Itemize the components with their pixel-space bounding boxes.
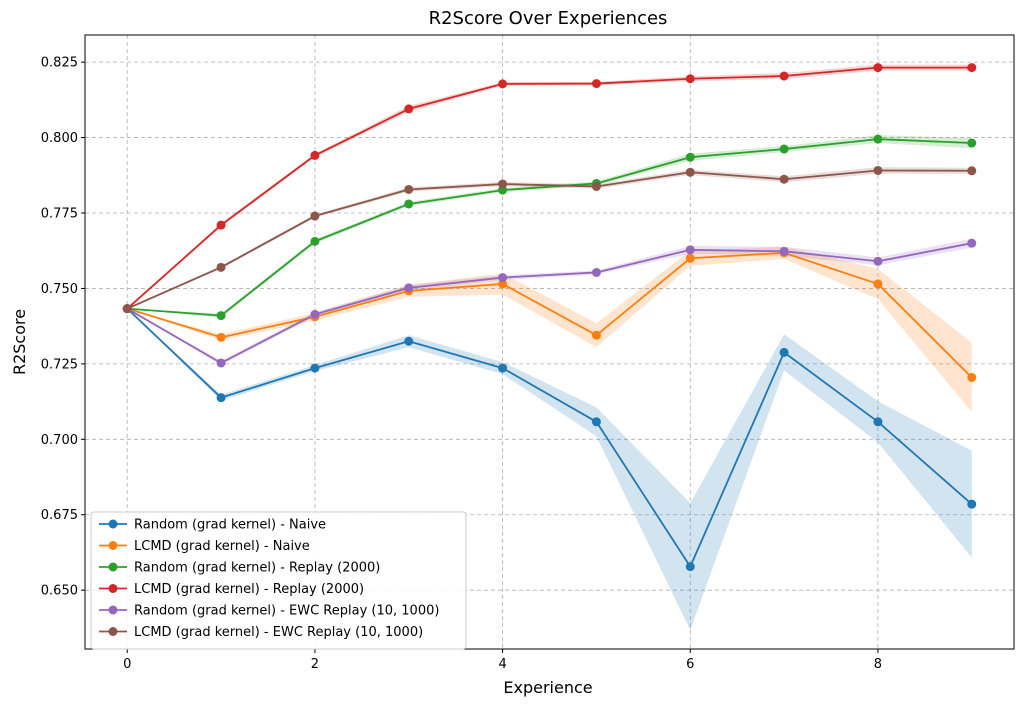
data-point: [310, 309, 320, 319]
data-point: [498, 79, 508, 89]
data-point: [591, 417, 601, 427]
legend-box: [90, 511, 467, 650]
legend-label: LCMD (grad kernel) - Naive: [134, 539, 310, 554]
data-point: [685, 253, 695, 263]
legend-label: Random (grad kernel) - Replay (2000): [134, 561, 380, 576]
data-point: [779, 144, 789, 154]
series-lines: [126, 66, 973, 568]
data-point: [779, 71, 789, 81]
data-point: [779, 347, 789, 357]
data-point: [310, 236, 320, 246]
data-point: [967, 238, 977, 248]
data-point: [685, 245, 695, 255]
data-point: [404, 199, 414, 209]
y-tick-label: 0.700: [41, 433, 78, 448]
data-point: [967, 166, 977, 176]
data-point: [498, 363, 508, 373]
data-point: [216, 311, 226, 321]
legend-swatch-marker: [108, 562, 118, 572]
legend: Random (grad kernel) - Naive LCMD (grad k…: [90, 511, 467, 650]
data-point: [498, 273, 508, 283]
y-tick-label: 0.825: [41, 56, 78, 71]
data-point: [310, 150, 320, 160]
series-line-4: [126, 242, 972, 364]
data-point: [685, 167, 695, 177]
legend-label: Random (grad kernel) - Naive: [134, 518, 326, 533]
data-point: [873, 417, 883, 427]
data-point: [216, 262, 226, 272]
data-point: [873, 279, 883, 289]
data-point: [591, 330, 601, 340]
series-markers: [122, 63, 977, 572]
legend-label: Random (grad kernel) - EWC Replay (10, 1…: [134, 604, 439, 619]
series-line-1: [126, 251, 973, 379]
series-line-3: [126, 66, 972, 310]
data-point: [779, 174, 789, 184]
data-point: [967, 499, 977, 509]
axis-ticks: 0 2 4 6 8 0.650 0.675 0.700 0.725 0.750 0.775 0.800…: [41, 56, 882, 672]
data-point: [404, 104, 414, 114]
data-point: [967, 138, 977, 148]
series-line-2: [127, 138, 972, 317]
data-point: [685, 74, 695, 84]
y-tick-label: 0.775: [41, 207, 78, 222]
data-point: [967, 372, 977, 382]
data-point: [591, 79, 601, 89]
data-point: [873, 134, 883, 144]
y-axis-title: R2Score: [10, 309, 29, 375]
data-point: [873, 256, 883, 266]
data-point: [404, 283, 414, 293]
y-tick-label: 0.650: [41, 584, 78, 599]
legend-swatch-marker: [108, 605, 118, 615]
legend-swatch-marker: [108, 519, 118, 529]
x-tick-label: 2: [311, 657, 319, 672]
data-point: [216, 393, 226, 403]
data-point: [591, 181, 601, 191]
data-point: [591, 267, 601, 277]
legend-swatch-marker: [108, 541, 118, 550]
data-point: [967, 63, 977, 73]
data-point: [122, 304, 132, 314]
data-point: [873, 63, 883, 73]
y-tick-label: 0.725: [41, 357, 78, 372]
data-point: [498, 279, 508, 289]
chart-title: R2Score Over Experiences: [429, 8, 668, 29]
legend-swatch-marker: [108, 584, 118, 593]
legend-swatch-marker: [108, 627, 118, 636]
confidence-band-0: [127, 308, 972, 630]
data-point: [498, 179, 508, 189]
data-point: [404, 184, 414, 194]
x-tick-label: 8: [874, 657, 882, 672]
data-point: [216, 332, 226, 342]
data-point: [216, 220, 226, 230]
y-tick-label: 0.800: [41, 131, 78, 146]
data-point: [404, 336, 414, 346]
x-axis-title: Experience: [503, 678, 592, 697]
x-tick-label: 4: [498, 657, 506, 672]
x-tick-label: 0: [123, 657, 131, 672]
confidence-bands: [127, 64, 972, 630]
data-point: [685, 152, 695, 162]
data-point: [216, 358, 226, 368]
data-point: [310, 211, 320, 221]
legend-label: LCMD (grad kernel) - EWC Replay (10, 100…: [134, 625, 423, 640]
y-tick-label: 0.675: [41, 508, 78, 523]
grid: [85, 35, 1014, 649]
data-point: [779, 246, 789, 256]
legend-label: LCMD (grad kernel) - Replay (2000): [134, 582, 364, 597]
series-line-5: [126, 169, 972, 310]
x-tick-label: 6: [686, 657, 694, 672]
y-tick-label: 0.750: [41, 282, 78, 297]
data-point: [310, 363, 320, 373]
data-point: [873, 165, 883, 175]
data-point: [685, 562, 695, 572]
series-line-0: [126, 308, 973, 568]
plot-frame: [84, 34, 1015, 650]
